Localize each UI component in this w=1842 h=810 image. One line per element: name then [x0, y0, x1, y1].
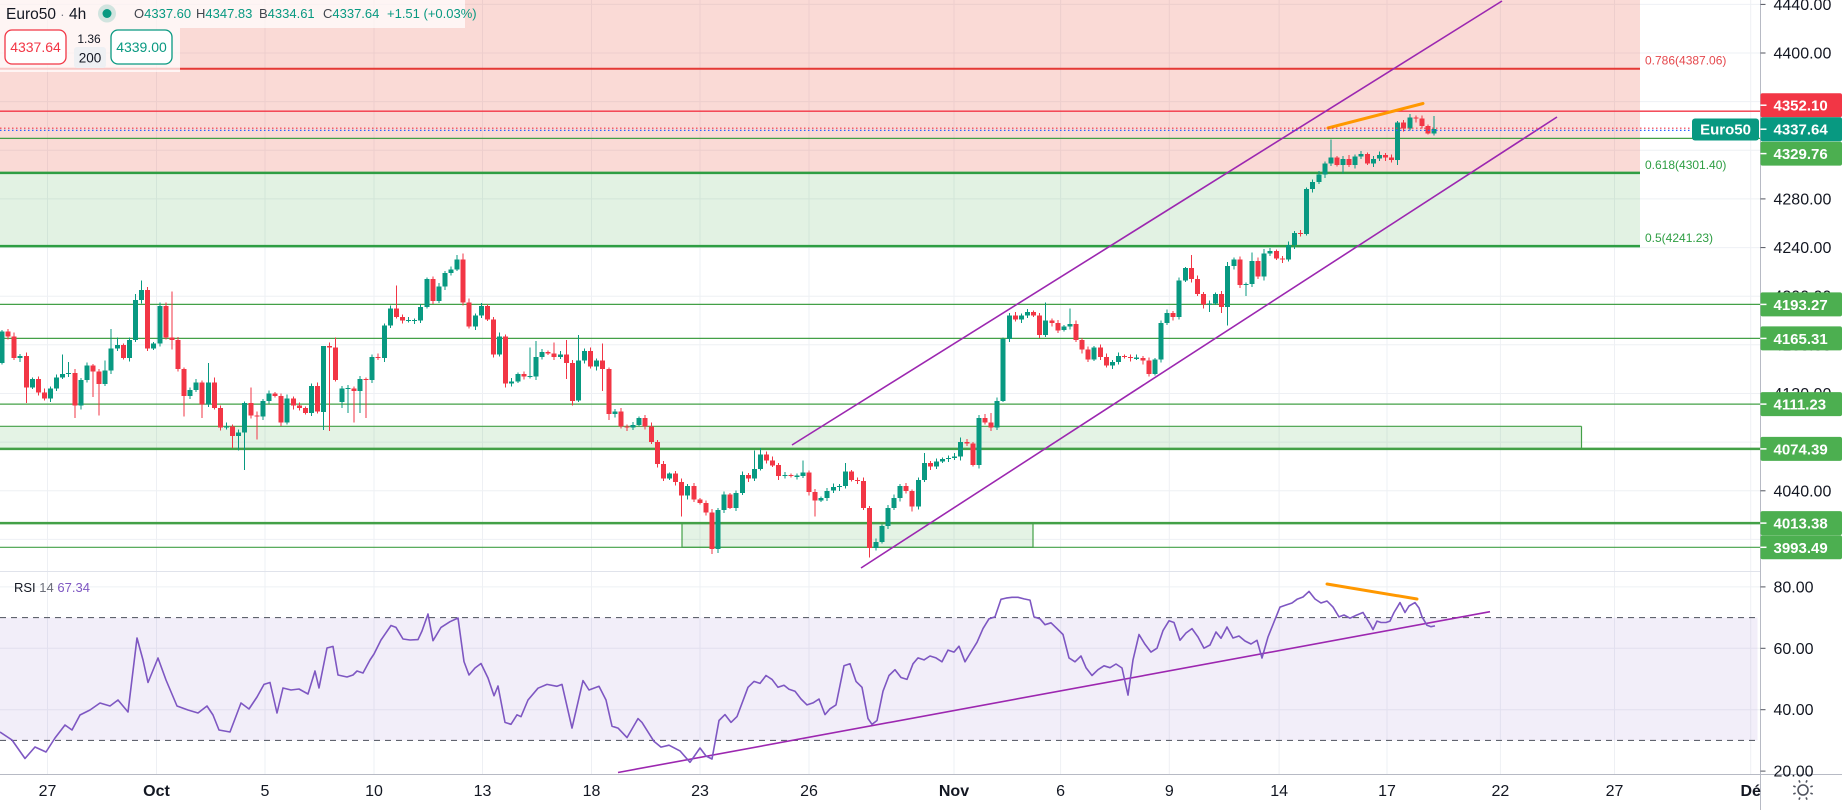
svg-text:4193.27: 4193.27	[1774, 297, 1828, 314]
svg-text:Oct: Oct	[143, 783, 170, 800]
svg-text:80.00: 80.00	[1774, 579, 1814, 596]
svg-text:3993.49: 3993.49	[1774, 540, 1828, 557]
svg-text:RSI 14 67.34: RSI 14 67.34	[14, 580, 90, 595]
svg-text:1.36: 1.36	[77, 32, 101, 46]
svg-text:4074.39: 4074.39	[1774, 441, 1828, 458]
svg-text:Dé: Dé	[1740, 783, 1761, 800]
svg-text:Nov: Nov	[939, 783, 969, 800]
svg-text:0.786(4387.06): 0.786(4387.06)	[1645, 54, 1726, 68]
svg-text:9: 9	[1165, 783, 1174, 800]
svg-text:4165.31: 4165.31	[1774, 331, 1828, 348]
svg-text:O4337.60: O4337.60	[134, 6, 191, 21]
svg-text:4337.64: 4337.64	[1774, 122, 1829, 139]
svg-text:10: 10	[365, 783, 383, 800]
svg-text:18: 18	[583, 783, 601, 800]
svg-text:4040.00: 4040.00	[1774, 483, 1832, 500]
svg-text:H4347.83: H4347.83	[196, 6, 252, 21]
svg-text:4280.00: 4280.00	[1774, 191, 1832, 208]
svg-text:17: 17	[1378, 783, 1396, 800]
svg-text:4111.23: 4111.23	[1774, 397, 1827, 414]
svg-text:23: 23	[691, 783, 709, 800]
svg-text:6: 6	[1056, 783, 1065, 800]
svg-text:4337.64: 4337.64	[10, 39, 61, 55]
svg-text:26: 26	[800, 783, 818, 800]
svg-text:60.00: 60.00	[1774, 641, 1814, 658]
svg-text:Euro50 · 4h: Euro50 · 4h	[6, 6, 86, 23]
svg-text:13: 13	[474, 783, 492, 800]
svg-text:20.00: 20.00	[1774, 764, 1814, 781]
svg-text:22: 22	[1492, 783, 1510, 800]
svg-text:B4334.61: B4334.61	[259, 6, 315, 21]
svg-text:0.5(4241.23): 0.5(4241.23)	[1645, 231, 1713, 245]
svg-text:+1.51 (+0.03%): +1.51 (+0.03%)	[387, 6, 477, 21]
svg-text:4440.00: 4440.00	[1774, 0, 1832, 14]
svg-text:200: 200	[79, 51, 102, 66]
svg-text:Euro50: Euro50	[1700, 122, 1751, 139]
svg-text:40.00: 40.00	[1774, 702, 1814, 719]
svg-text:27: 27	[1606, 783, 1624, 800]
svg-text:4240.00: 4240.00	[1774, 240, 1832, 257]
svg-text:4339.00: 4339.00	[116, 39, 167, 55]
svg-text:4329.76: 4329.76	[1774, 146, 1828, 163]
svg-text:C4337.64: C4337.64	[323, 6, 379, 21]
svg-text:14: 14	[1270, 783, 1288, 800]
svg-text:4013.38: 4013.38	[1774, 516, 1828, 533]
svg-text:4400.00: 4400.00	[1774, 46, 1832, 63]
svg-text:5: 5	[261, 783, 270, 800]
svg-text:4352.10: 4352.10	[1774, 98, 1828, 115]
svg-text:0.618(4301.40): 0.618(4301.40)	[1645, 158, 1726, 172]
svg-text:27: 27	[39, 783, 57, 800]
